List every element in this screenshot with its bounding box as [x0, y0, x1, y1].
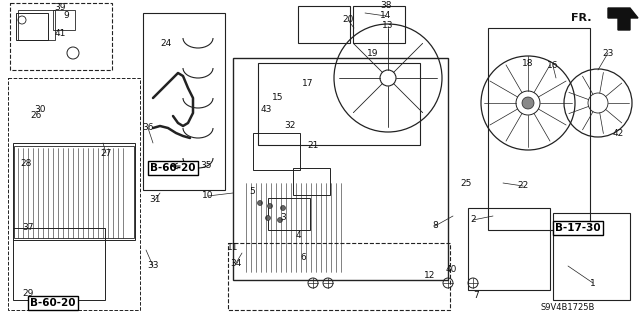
Circle shape — [280, 205, 285, 211]
Bar — [16, 13, 48, 40]
Text: 16: 16 — [547, 62, 559, 70]
Text: 27: 27 — [100, 149, 112, 158]
Bar — [353, 6, 405, 43]
Circle shape — [266, 216, 271, 220]
Bar — [13, 143, 135, 240]
Text: 18: 18 — [522, 58, 534, 68]
Text: 42: 42 — [612, 129, 623, 137]
Text: 31: 31 — [149, 196, 161, 204]
Text: 12: 12 — [424, 271, 436, 280]
Text: 25: 25 — [460, 179, 472, 188]
Polygon shape — [608, 8, 638, 30]
Text: B-17-30: B-17-30 — [555, 223, 601, 233]
Text: 17: 17 — [302, 78, 314, 87]
Circle shape — [257, 201, 262, 205]
Text: 13: 13 — [382, 21, 394, 31]
Text: 38: 38 — [380, 2, 392, 11]
Text: 22: 22 — [517, 182, 529, 190]
Bar — [253, 133, 300, 170]
Text: 34: 34 — [230, 258, 242, 268]
Bar — [10, 3, 112, 70]
Text: 23: 23 — [602, 48, 614, 57]
Text: 41: 41 — [54, 28, 66, 38]
Circle shape — [278, 218, 282, 222]
Text: 4: 4 — [295, 232, 301, 241]
Circle shape — [522, 97, 534, 109]
Text: 10: 10 — [202, 191, 214, 201]
Text: B-60-20: B-60-20 — [150, 163, 196, 173]
Text: 11: 11 — [227, 243, 239, 253]
Text: 35: 35 — [200, 161, 212, 170]
Text: 33: 33 — [147, 262, 159, 271]
Text: 37: 37 — [22, 224, 34, 233]
Text: 1: 1 — [590, 278, 596, 287]
Text: 15: 15 — [272, 93, 284, 102]
Text: 40: 40 — [445, 265, 457, 275]
Bar — [293, 168, 330, 195]
Text: 6: 6 — [300, 254, 306, 263]
Text: 24: 24 — [161, 39, 172, 48]
Bar — [143, 13, 225, 190]
Text: 7: 7 — [473, 292, 479, 300]
Text: 3: 3 — [280, 213, 286, 222]
Text: 39: 39 — [54, 4, 66, 12]
Text: 5: 5 — [249, 187, 255, 196]
Bar — [18, 10, 55, 40]
Text: 43: 43 — [260, 106, 272, 115]
Bar — [13, 228, 105, 300]
Bar — [228, 243, 450, 310]
Bar — [233, 58, 448, 280]
Bar — [8, 78, 140, 310]
Bar — [268, 198, 310, 230]
Bar — [298, 6, 350, 43]
Text: 2: 2 — [470, 216, 476, 225]
Bar — [14, 146, 134, 238]
Text: 14: 14 — [380, 11, 392, 20]
Text: 21: 21 — [307, 142, 319, 151]
Text: B-60-20: B-60-20 — [30, 298, 76, 308]
Text: 32: 32 — [284, 122, 296, 130]
Text: 36: 36 — [142, 123, 154, 132]
Text: 29: 29 — [22, 288, 34, 298]
Text: 9: 9 — [63, 11, 69, 20]
Text: 19: 19 — [367, 48, 379, 57]
Text: 30: 30 — [35, 106, 45, 115]
Bar — [258, 63, 420, 145]
Bar — [468, 208, 550, 290]
Bar — [53, 10, 75, 30]
Text: FR.: FR. — [572, 13, 592, 23]
Text: 28: 28 — [20, 159, 32, 167]
Text: 8: 8 — [432, 221, 438, 231]
Text: 26: 26 — [30, 112, 42, 121]
Bar — [553, 213, 630, 300]
Bar — [488, 28, 590, 230]
Text: S9V4B1725B: S9V4B1725B — [541, 303, 595, 313]
Circle shape — [268, 204, 273, 209]
Text: 20: 20 — [342, 16, 354, 25]
